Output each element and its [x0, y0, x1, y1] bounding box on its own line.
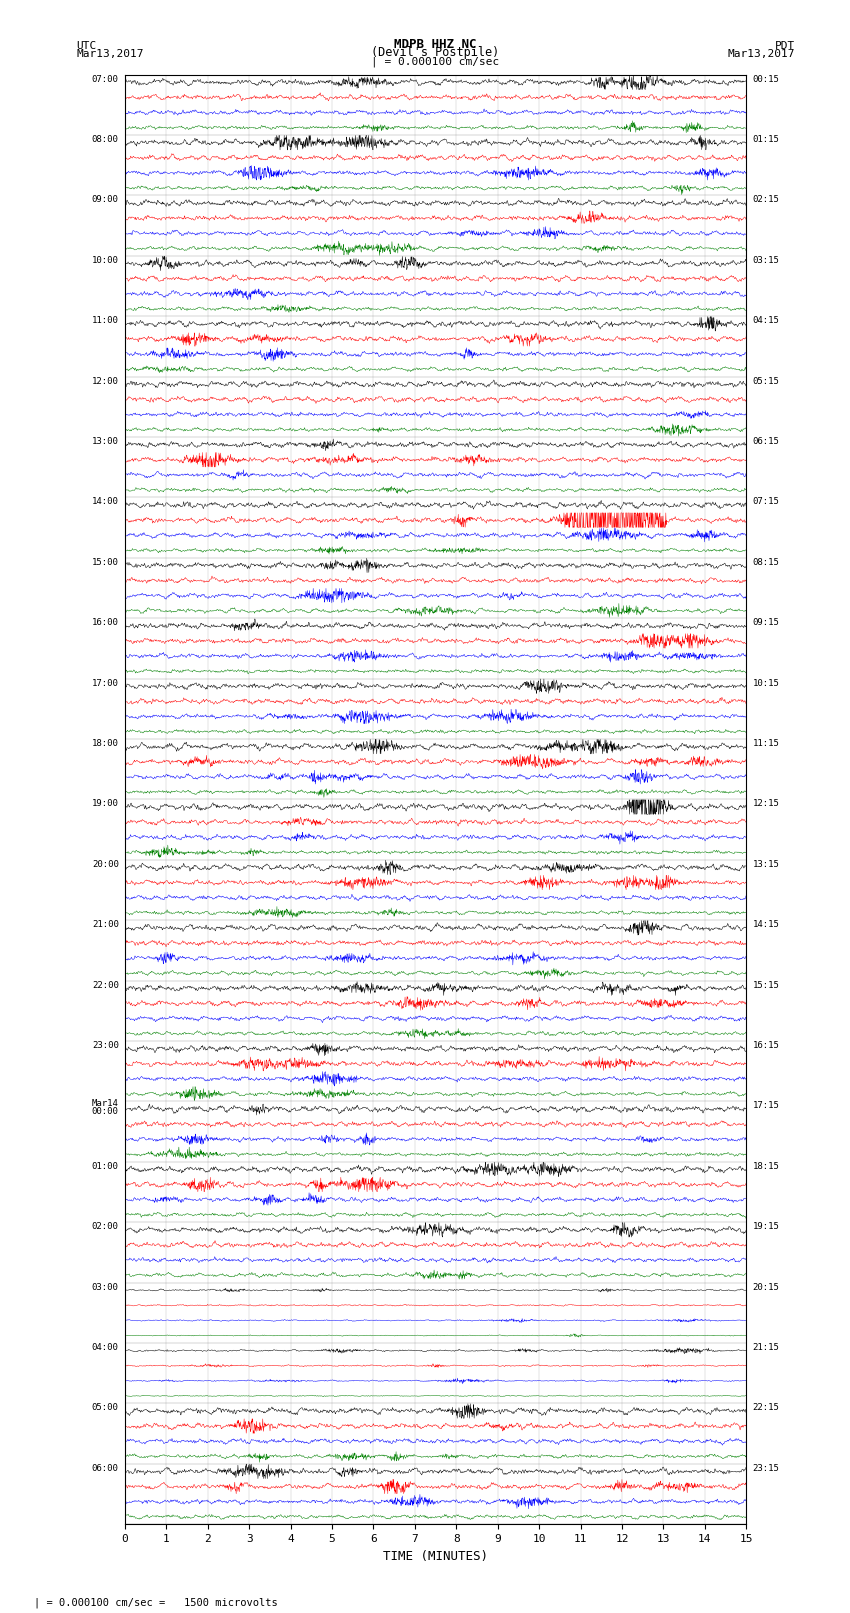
Text: 11:15: 11:15 [752, 739, 779, 748]
Text: MDPB HHZ NC: MDPB HHZ NC [394, 37, 477, 50]
Text: Mar13,2017: Mar13,2017 [76, 48, 144, 58]
Text: 05:00: 05:00 [92, 1403, 119, 1413]
Text: 14:00: 14:00 [92, 497, 119, 506]
Text: 16:00: 16:00 [92, 618, 119, 627]
Text: 07:15: 07:15 [752, 497, 779, 506]
X-axis label: TIME (MINUTES): TIME (MINUTES) [383, 1550, 488, 1563]
Text: 18:15: 18:15 [752, 1161, 779, 1171]
Text: 22:15: 22:15 [752, 1403, 779, 1413]
Text: 13:15: 13:15 [752, 860, 779, 869]
Text: 11:00: 11:00 [92, 316, 119, 326]
Text: 08:00: 08:00 [92, 135, 119, 144]
Text: 08:15: 08:15 [752, 558, 779, 566]
Text: 00:15: 00:15 [752, 74, 779, 84]
Text: 21:00: 21:00 [92, 921, 119, 929]
Text: 23:15: 23:15 [752, 1465, 779, 1473]
Text: 12:15: 12:15 [752, 800, 779, 808]
Text: 03:15: 03:15 [752, 256, 779, 265]
Text: 00:00: 00:00 [92, 1107, 119, 1116]
Text: 09:15: 09:15 [752, 618, 779, 627]
Text: PDT: PDT [774, 40, 795, 50]
Text: 15:00: 15:00 [92, 558, 119, 566]
Text: 17:00: 17:00 [92, 679, 119, 687]
Text: 18:00: 18:00 [92, 739, 119, 748]
Text: 20:15: 20:15 [752, 1282, 779, 1292]
Text: 02:15: 02:15 [752, 195, 779, 205]
Text: (Devil's Postpile): (Devil's Postpile) [371, 45, 499, 58]
Text: 23:00: 23:00 [92, 1040, 119, 1050]
Text: 15:15: 15:15 [752, 981, 779, 990]
Text: 21:15: 21:15 [752, 1344, 779, 1352]
Text: | = 0.000100 cm/sec =   1500 microvolts: | = 0.000100 cm/sec = 1500 microvolts [34, 1597, 278, 1608]
Text: 10:15: 10:15 [752, 679, 779, 687]
Text: 22:00: 22:00 [92, 981, 119, 990]
Text: 19:00: 19:00 [92, 800, 119, 808]
Text: 06:15: 06:15 [752, 437, 779, 447]
Text: 02:00: 02:00 [92, 1223, 119, 1231]
Text: | = 0.000100 cm/sec: | = 0.000100 cm/sec [371, 56, 499, 66]
Text: 13:00: 13:00 [92, 437, 119, 447]
Text: 01:15: 01:15 [752, 135, 779, 144]
Text: 03:00: 03:00 [92, 1282, 119, 1292]
Text: 17:15: 17:15 [752, 1102, 779, 1110]
Text: UTC: UTC [76, 40, 97, 50]
Text: Mar13,2017: Mar13,2017 [728, 48, 795, 58]
Text: 05:15: 05:15 [752, 377, 779, 386]
Text: 12:00: 12:00 [92, 377, 119, 386]
Text: 19:15: 19:15 [752, 1223, 779, 1231]
Text: 10:00: 10:00 [92, 256, 119, 265]
Text: 06:00: 06:00 [92, 1465, 119, 1473]
Text: 04:15: 04:15 [752, 316, 779, 326]
Text: Mar14: Mar14 [92, 1098, 119, 1108]
Text: 09:00: 09:00 [92, 195, 119, 205]
Text: 20:00: 20:00 [92, 860, 119, 869]
Text: 01:00: 01:00 [92, 1161, 119, 1171]
Text: 14:15: 14:15 [752, 921, 779, 929]
Text: 07:00: 07:00 [92, 74, 119, 84]
Text: 16:15: 16:15 [752, 1040, 779, 1050]
Text: 04:00: 04:00 [92, 1344, 119, 1352]
